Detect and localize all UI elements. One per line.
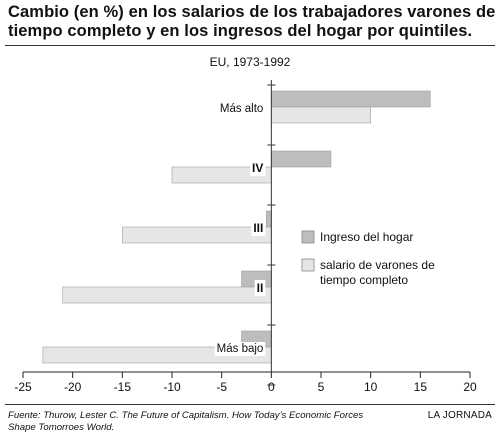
- legend-label: salario de varones de: [320, 258, 435, 272]
- title-rule: [5, 45, 495, 46]
- x-tick-label: 15: [414, 380, 428, 394]
- source-note: Fuente: Thurow, Lester C. The Future of …: [8, 410, 388, 433]
- x-tick-label: 20: [463, 380, 477, 394]
- credit-label: LA JORNADA: [427, 410, 492, 421]
- category-label: III: [253, 221, 263, 235]
- category-label-bg: [251, 220, 266, 236]
- category-label-bg: [249, 160, 266, 176]
- source-line-1: Fuente: Thurow, Lester C. The Future of …: [8, 410, 364, 421]
- category-label: Más bajo: [217, 343, 264, 355]
- bar-ingreso-hogar-1: [271, 150, 332, 168]
- legend-swatch: [301, 258, 315, 272]
- chart-title-line-2: tiempo completo y en los ingresos del ho…: [8, 22, 473, 40]
- category-label: IV: [252, 161, 263, 175]
- category-label-group: II: [254, 280, 266, 296]
- legend: Ingreso del hogar salario de varones deti…: [301, 230, 435, 287]
- chart-subtitle: EU, 1973-1992: [209, 55, 291, 69]
- x-tick-label: -5: [216, 380, 227, 394]
- x-axis: -25 -20 -15 -10 -5 0 5 10 15 20: [14, 80, 477, 394]
- bar-ingreso-hogar-0: [271, 90, 431, 108]
- legend-label: Ingreso del hogar: [320, 230, 413, 244]
- x-tick-label: -15: [114, 380, 132, 394]
- category-label-bg: [254, 280, 266, 296]
- x-tick-label: 0: [268, 380, 275, 394]
- legend-label: tiempo completo: [320, 273, 408, 287]
- chart-title: Cambio (en %) en los salarios de los tra…: [8, 3, 496, 41]
- bar-salario-varones-3: [62, 286, 272, 304]
- bar-ingreso-hogar-2: [266, 210, 272, 228]
- category-label-group: IV: [249, 160, 266, 176]
- x-tick-label: 5: [318, 380, 325, 394]
- x-tick-label: -20: [64, 380, 82, 394]
- bars-layer: [42, 90, 431, 364]
- bar-salario-varones-0: [271, 106, 371, 124]
- bar-salario-varones-2: [122, 226, 272, 244]
- x-tick-label: 10: [364, 380, 378, 394]
- source-line-2: Shape Tomorroes World.: [8, 421, 115, 433]
- category-label-group: III: [251, 220, 266, 236]
- category-label-group: Más alto: [217, 102, 266, 116]
- legend-swatch: [301, 230, 315, 244]
- footer-rule: [5, 404, 495, 405]
- chart-title-line-1: Cambio (en %) en los salarios de los tra…: [8, 3, 496, 21]
- x-tick-label: -10: [163, 380, 181, 394]
- category-label: II: [257, 281, 264, 295]
- x-tick-label: -25: [14, 380, 32, 394]
- category-label-bg: [214, 342, 266, 356]
- category-label-group: Más bajo: [214, 342, 266, 356]
- category-label: Más alto: [220, 103, 263, 115]
- category-label-bg: [217, 102, 266, 116]
